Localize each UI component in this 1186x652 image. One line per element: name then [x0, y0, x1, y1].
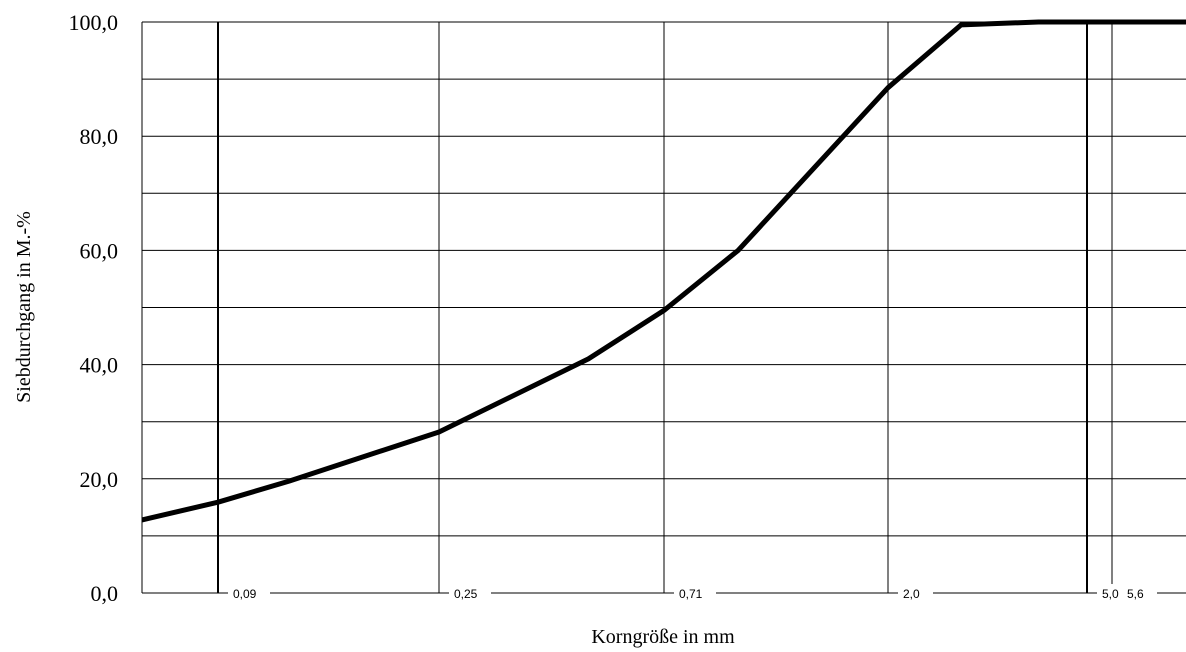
- y-tick-label: 100,0: [69, 10, 119, 35]
- x-tick-label: 0,09: [233, 587, 257, 601]
- series-layer: [141, 19, 1186, 523]
- x-axis-label: Korngröße in mm: [591, 626, 735, 648]
- x-tick-backing: [228, 584, 270, 602]
- x-tick-backing: [674, 584, 716, 602]
- y-tick-label: 20,0: [80, 467, 119, 492]
- x-tick-label: 5,0: [1102, 587, 1119, 601]
- x-tick-label: 5,6: [1127, 587, 1144, 601]
- y-tick-label: 0,0: [91, 581, 119, 606]
- y-tick-label: 60,0: [80, 238, 119, 263]
- series-line: [141, 19, 1186, 523]
- y-axis-label: Siebdurchgang in M.-%: [13, 211, 35, 403]
- x-tick-label: 0,71: [679, 587, 703, 601]
- x-tick-backing: [449, 584, 491, 602]
- y-axis-ticks: 0,0 20,0 40,0 60,0 80,0 100,0: [69, 10, 119, 606]
- x-tick-label: 2,0: [903, 587, 920, 601]
- y-tick-label: 80,0: [80, 124, 119, 149]
- x-tick-backing: [898, 584, 933, 602]
- y-tick-label: 40,0: [80, 353, 119, 378]
- grid: [141, 21, 1186, 594]
- x-tick-label: 0,25: [454, 587, 478, 601]
- x-axis-ticks: 0,09 0,25 0,71 2,0 5,0 5,6: [228, 584, 1157, 602]
- x-tick-backing: [1122, 584, 1157, 602]
